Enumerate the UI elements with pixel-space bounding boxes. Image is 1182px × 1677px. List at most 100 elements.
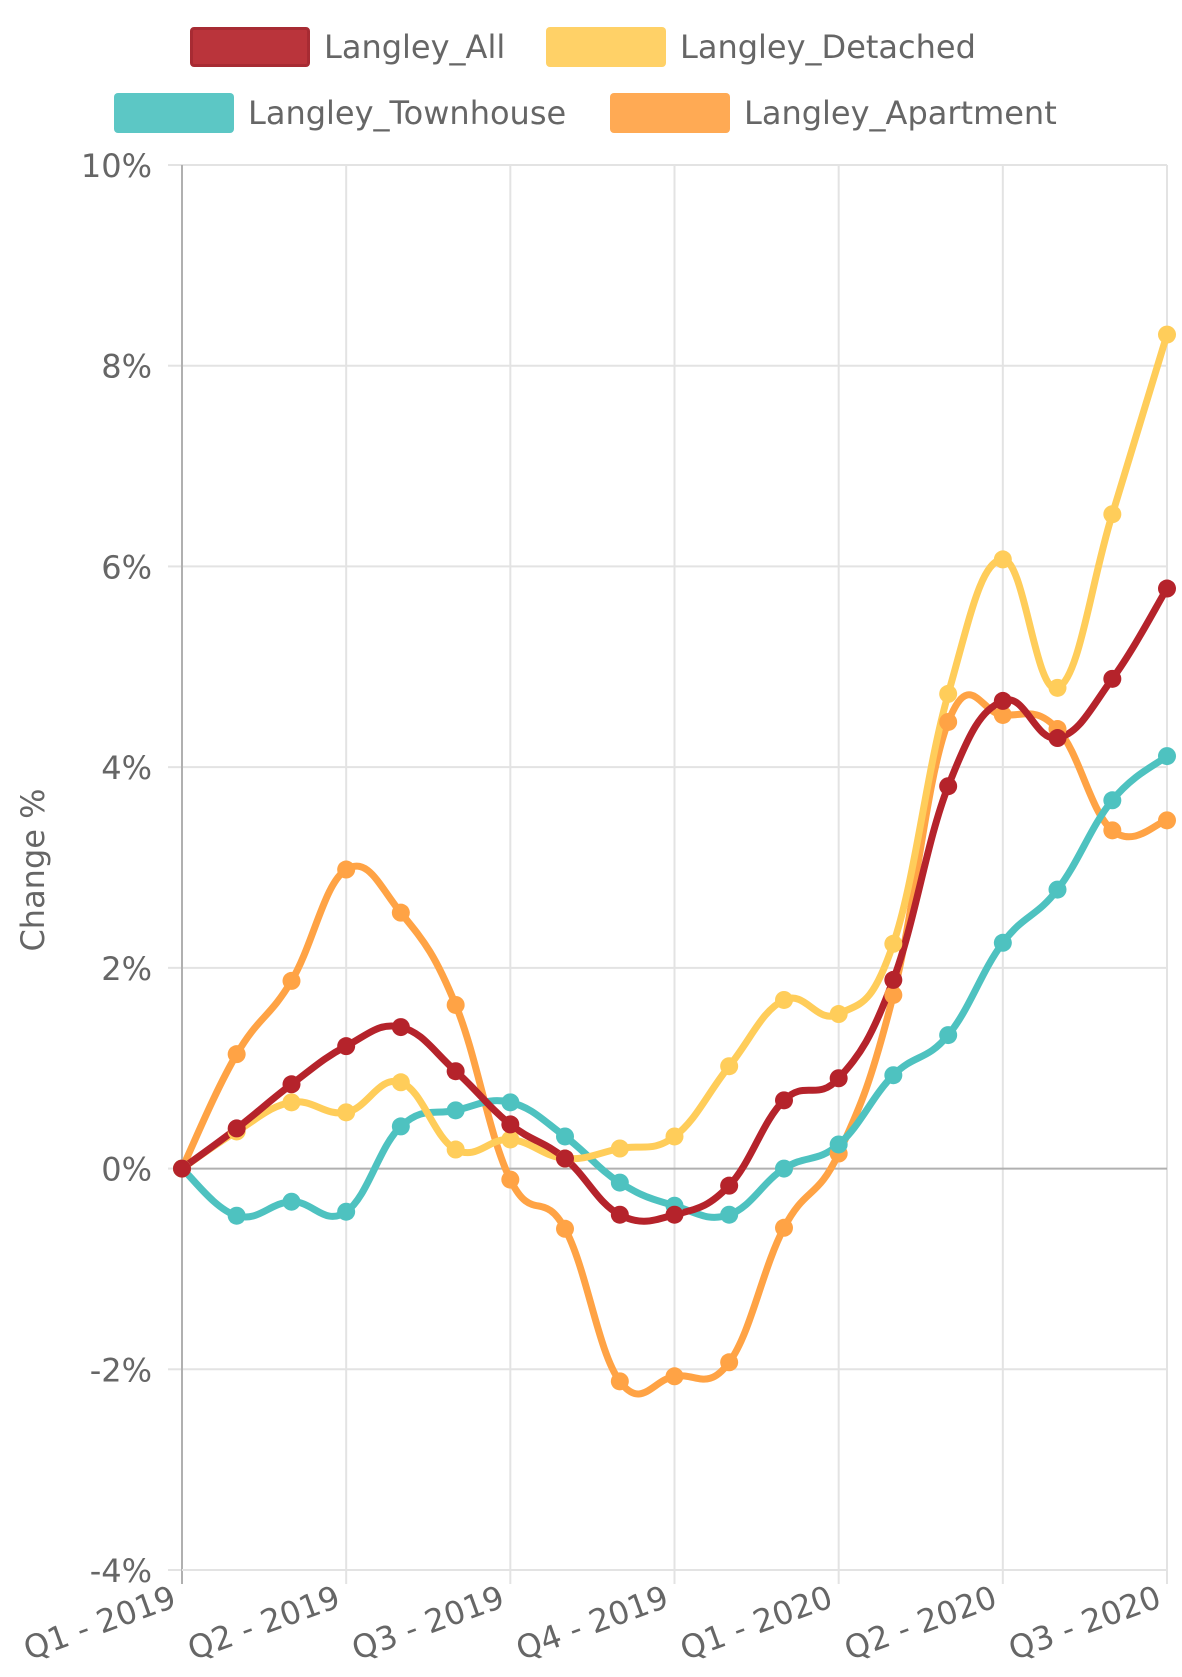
data-point-langley-apartment bbox=[556, 1219, 575, 1238]
data-point-langley-apartment bbox=[227, 1045, 246, 1064]
data-point-langley-townhouse bbox=[939, 1026, 958, 1045]
data-point-langley-townhouse bbox=[501, 1093, 520, 1112]
data-point-langley-all bbox=[391, 1018, 410, 1037]
data-point-langley-townhouse bbox=[774, 1159, 793, 1178]
axis-layer bbox=[181, 165, 1167, 1584]
data-point-langley-detached bbox=[446, 1140, 465, 1159]
data-point-langley-detached bbox=[610, 1139, 629, 1158]
series-line-langley-detached bbox=[178, 331, 1171, 1173]
y-tick-label: 2% bbox=[101, 950, 152, 988]
y-tick-label: 6% bbox=[101, 548, 152, 586]
data-point-langley-detached bbox=[1048, 678, 1067, 697]
legend: Langley_All Langley_Detached Langley_Tow… bbox=[0, 0, 1182, 150]
legend-label-langley-all: Langley_All bbox=[324, 28, 506, 66]
data-point-langley-apartment bbox=[391, 903, 410, 922]
data-point-langley-detached bbox=[993, 550, 1012, 569]
legend-swatch-langley-all bbox=[190, 27, 310, 67]
data-point-langley-all bbox=[993, 691, 1012, 710]
legend-swatch-langley-detached bbox=[546, 27, 666, 67]
data-point-langley-detached bbox=[665, 1127, 684, 1146]
y-tick-label: 8% bbox=[101, 348, 152, 386]
y-tick-label: 0% bbox=[101, 1151, 152, 1189]
data-point-langley-detached bbox=[1158, 325, 1176, 344]
x-tick-label: Q1 - 2020 bbox=[675, 1578, 837, 1668]
legend-label-langley-detached: Langley_Detached bbox=[680, 28, 976, 66]
data-point-langley-townhouse bbox=[1048, 880, 1067, 899]
data-point-langley-detached bbox=[501, 1130, 520, 1149]
data-point-langley-townhouse bbox=[227, 1206, 246, 1225]
data-point-langley-apartment bbox=[665, 1367, 684, 1386]
y-axis-label: Change % bbox=[14, 788, 52, 951]
data-point-langley-detached bbox=[829, 1005, 848, 1024]
legend-item-langley-all[interactable]: Langley_All bbox=[190, 23, 505, 71]
data-point-langley-all bbox=[1103, 669, 1122, 688]
legend-item-langley-apartment[interactable]: Langley_Apartment bbox=[610, 89, 1057, 137]
data-point-langley-detached bbox=[1103, 505, 1122, 524]
x-tick-label: Q1 - 2019 bbox=[18, 1578, 180, 1668]
data-point-langley-apartment bbox=[501, 1170, 520, 1189]
legend-item-langley-townhouse[interactable]: Langley_Townhouse bbox=[114, 89, 566, 137]
x-tick-label: Q4 - 2019 bbox=[511, 1578, 673, 1668]
label-layer: -4%-2%0%2%4%6%8%10%Q1 - 2019 Q2 - 2019 Q3 … bbox=[18, 147, 1165, 1668]
data-point-langley-all bbox=[446, 1062, 465, 1081]
x-tick-label: Q2 - 2020 bbox=[839, 1578, 1001, 1668]
data-point-langley-townhouse bbox=[337, 1202, 356, 1221]
x-tick-label: Q2 - 2019 bbox=[183, 1578, 345, 1668]
data-point-langley-apartment bbox=[1103, 821, 1122, 840]
y-tick-label: -2% bbox=[90, 1351, 152, 1389]
data-point-langley-detached bbox=[939, 684, 958, 703]
data-point-langley-townhouse bbox=[1103, 791, 1122, 810]
data-point-langley-townhouse bbox=[993, 933, 1012, 952]
data-point-langley-all bbox=[939, 777, 958, 796]
data-point-langley-all bbox=[337, 1037, 356, 1056]
data-point-langley-townhouse bbox=[1158, 747, 1176, 766]
points-layer bbox=[173, 325, 1176, 1391]
data-point-langley-all bbox=[774, 1091, 793, 1110]
data-point-langley-all bbox=[173, 1159, 191, 1178]
legend-label-langley-apartment: Langley_Apartment bbox=[744, 94, 1057, 132]
y-tick-label: -4% bbox=[90, 1552, 152, 1590]
data-point-langley-detached bbox=[391, 1073, 410, 1092]
data-point-langley-all bbox=[610, 1205, 629, 1224]
data-point-langley-apartment bbox=[337, 860, 356, 879]
data-point-langley-all bbox=[1048, 729, 1067, 748]
data-point-langley-detached bbox=[774, 990, 793, 1009]
data-point-langley-detached bbox=[720, 1057, 739, 1076]
data-point-langley-townhouse bbox=[282, 1192, 301, 1211]
legend-item-langley-detached[interactable]: Langley_Detached bbox=[546, 23, 976, 71]
data-point-langley-townhouse bbox=[884, 1066, 903, 1085]
data-point-langley-townhouse bbox=[720, 1205, 739, 1224]
data-point-langley-apartment bbox=[993, 705, 1012, 724]
x-tick-label: Q3 - 2019 bbox=[347, 1578, 509, 1668]
data-point-langley-apartment bbox=[1158, 811, 1176, 830]
legend-label-langley-townhouse: Langley_Townhouse bbox=[248, 94, 567, 132]
data-point-langley-townhouse bbox=[391, 1117, 410, 1136]
data-point-langley-apartment bbox=[884, 985, 903, 1004]
x-tick-label: Q3 - 2020 bbox=[1003, 1578, 1165, 1668]
data-point-langley-townhouse bbox=[556, 1127, 575, 1146]
data-point-langley-all bbox=[720, 1176, 739, 1195]
data-point-langley-apartment bbox=[939, 712, 958, 731]
data-point-langley-apartment bbox=[774, 1218, 793, 1237]
data-point-langley-all bbox=[227, 1119, 246, 1138]
legend-swatch-langley-apartment bbox=[610, 93, 730, 133]
data-point-langley-townhouse bbox=[829, 1135, 848, 1154]
data-point-langley-all bbox=[884, 970, 903, 989]
data-point-langley-apartment bbox=[720, 1353, 739, 1372]
legend-swatch-langley-townhouse bbox=[114, 93, 234, 133]
y-tick-label: 10% bbox=[81, 147, 152, 185]
data-point-langley-apartment bbox=[610, 1372, 629, 1391]
data-point-langley-all bbox=[665, 1205, 684, 1224]
data-point-langley-all bbox=[829, 1069, 848, 1088]
data-point-langley-detached bbox=[337, 1103, 356, 1122]
data-point-langley-apartment bbox=[282, 971, 301, 990]
data-point-langley-townhouse bbox=[446, 1101, 465, 1120]
y-tick-label: 4% bbox=[101, 749, 152, 787]
data-point-langley-all bbox=[1158, 579, 1176, 598]
data-point-langley-all bbox=[556, 1149, 575, 1168]
data-point-langley-townhouse bbox=[610, 1173, 629, 1192]
data-point-langley-detached bbox=[884, 934, 903, 953]
data-point-langley-detached bbox=[282, 1093, 301, 1112]
